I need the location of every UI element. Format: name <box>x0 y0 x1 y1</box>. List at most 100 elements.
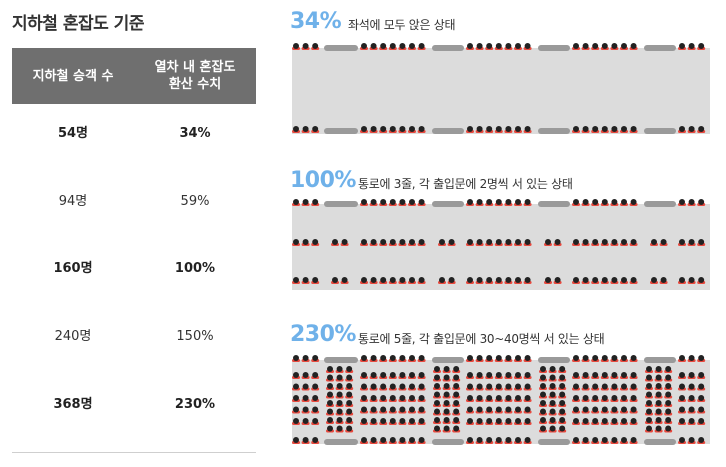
person-head <box>621 126 627 132</box>
person-head <box>679 372 685 378</box>
door <box>644 128 676 134</box>
person-head <box>592 418 599 424</box>
person-head <box>601 406 608 413</box>
person-head <box>443 400 450 406</box>
person-head <box>698 239 705 245</box>
person-head <box>582 355 589 361</box>
person-head <box>559 383 566 389</box>
door <box>432 357 464 363</box>
person-head <box>439 239 445 245</box>
person-head <box>592 383 599 390</box>
person-head <box>409 277 415 283</box>
person-head <box>476 418 483 424</box>
person-head <box>655 400 662 406</box>
person-head <box>476 395 483 401</box>
person-head <box>467 277 473 283</box>
person-head <box>370 406 377 413</box>
person-head <box>630 395 637 401</box>
person-head <box>698 372 705 378</box>
person-head <box>646 400 652 406</box>
person-head <box>399 418 406 424</box>
person-head <box>380 418 387 424</box>
person-head <box>380 277 387 283</box>
person-head <box>399 126 406 132</box>
person-head <box>361 355 367 361</box>
person-head <box>611 383 618 390</box>
person-head <box>495 239 502 245</box>
person-head <box>698 277 705 283</box>
person-head <box>293 355 299 361</box>
person-head <box>630 372 637 378</box>
page-title: 지하철 혼잡도 기준 <box>12 14 144 34</box>
person-head <box>665 400 672 406</box>
person-head <box>399 199 406 205</box>
person-head <box>418 372 425 378</box>
person-head <box>476 43 483 49</box>
person-head <box>495 277 502 283</box>
person-head <box>389 418 396 424</box>
person-head <box>486 372 493 378</box>
person-head <box>327 400 333 406</box>
person-head <box>418 418 425 424</box>
table-header: 지하철 승객 수 열차 내 혼잡도 환산 수치 <box>12 48 256 104</box>
person-head <box>549 425 556 432</box>
person-head <box>467 199 473 205</box>
person-head <box>418 199 425 205</box>
person-head <box>646 408 652 415</box>
person-head <box>573 406 579 413</box>
person-head <box>621 418 627 424</box>
person-head <box>418 126 425 132</box>
person-head <box>621 355 627 361</box>
person-head <box>549 366 556 372</box>
person-head <box>505 43 512 49</box>
person-head <box>524 126 531 132</box>
person-head <box>467 355 473 361</box>
panel-percent: 34% <box>290 9 342 34</box>
person-head <box>361 372 367 378</box>
person-head <box>389 43 396 49</box>
person-head <box>698 383 705 390</box>
person-head <box>380 199 387 205</box>
person-head <box>698 199 705 205</box>
person-head <box>665 425 672 432</box>
person-head <box>399 372 406 378</box>
person-head <box>524 395 531 401</box>
person-head <box>486 277 493 283</box>
person-head <box>370 437 377 443</box>
person-head <box>688 239 695 245</box>
person-head <box>549 391 556 398</box>
person-head <box>302 406 309 413</box>
person-head <box>559 374 566 381</box>
person-head <box>486 437 493 443</box>
person-head <box>332 277 338 283</box>
person-head <box>302 383 309 390</box>
person-head <box>688 383 695 390</box>
person-head <box>524 355 531 361</box>
person-head <box>582 383 589 390</box>
person-head <box>418 406 425 413</box>
person-head <box>399 355 406 361</box>
person-head <box>515 126 521 132</box>
person-head <box>679 418 685 424</box>
person-head <box>549 383 556 389</box>
door <box>644 357 676 363</box>
person-head <box>389 277 396 283</box>
person-head <box>495 437 502 443</box>
person-head <box>540 425 546 432</box>
person-head <box>573 372 579 378</box>
person-head <box>453 400 460 406</box>
person-head <box>495 355 502 361</box>
person-head <box>467 418 473 424</box>
door <box>538 439 570 445</box>
person-head <box>327 425 333 432</box>
person-head <box>380 383 387 390</box>
door <box>324 439 358 445</box>
person-head <box>545 239 551 245</box>
person-head <box>630 43 637 49</box>
person-head <box>655 417 662 423</box>
person-head <box>505 372 512 378</box>
person-head <box>688 199 695 205</box>
person-head <box>443 374 450 381</box>
person-head <box>370 383 377 390</box>
person-head <box>573 277 579 283</box>
